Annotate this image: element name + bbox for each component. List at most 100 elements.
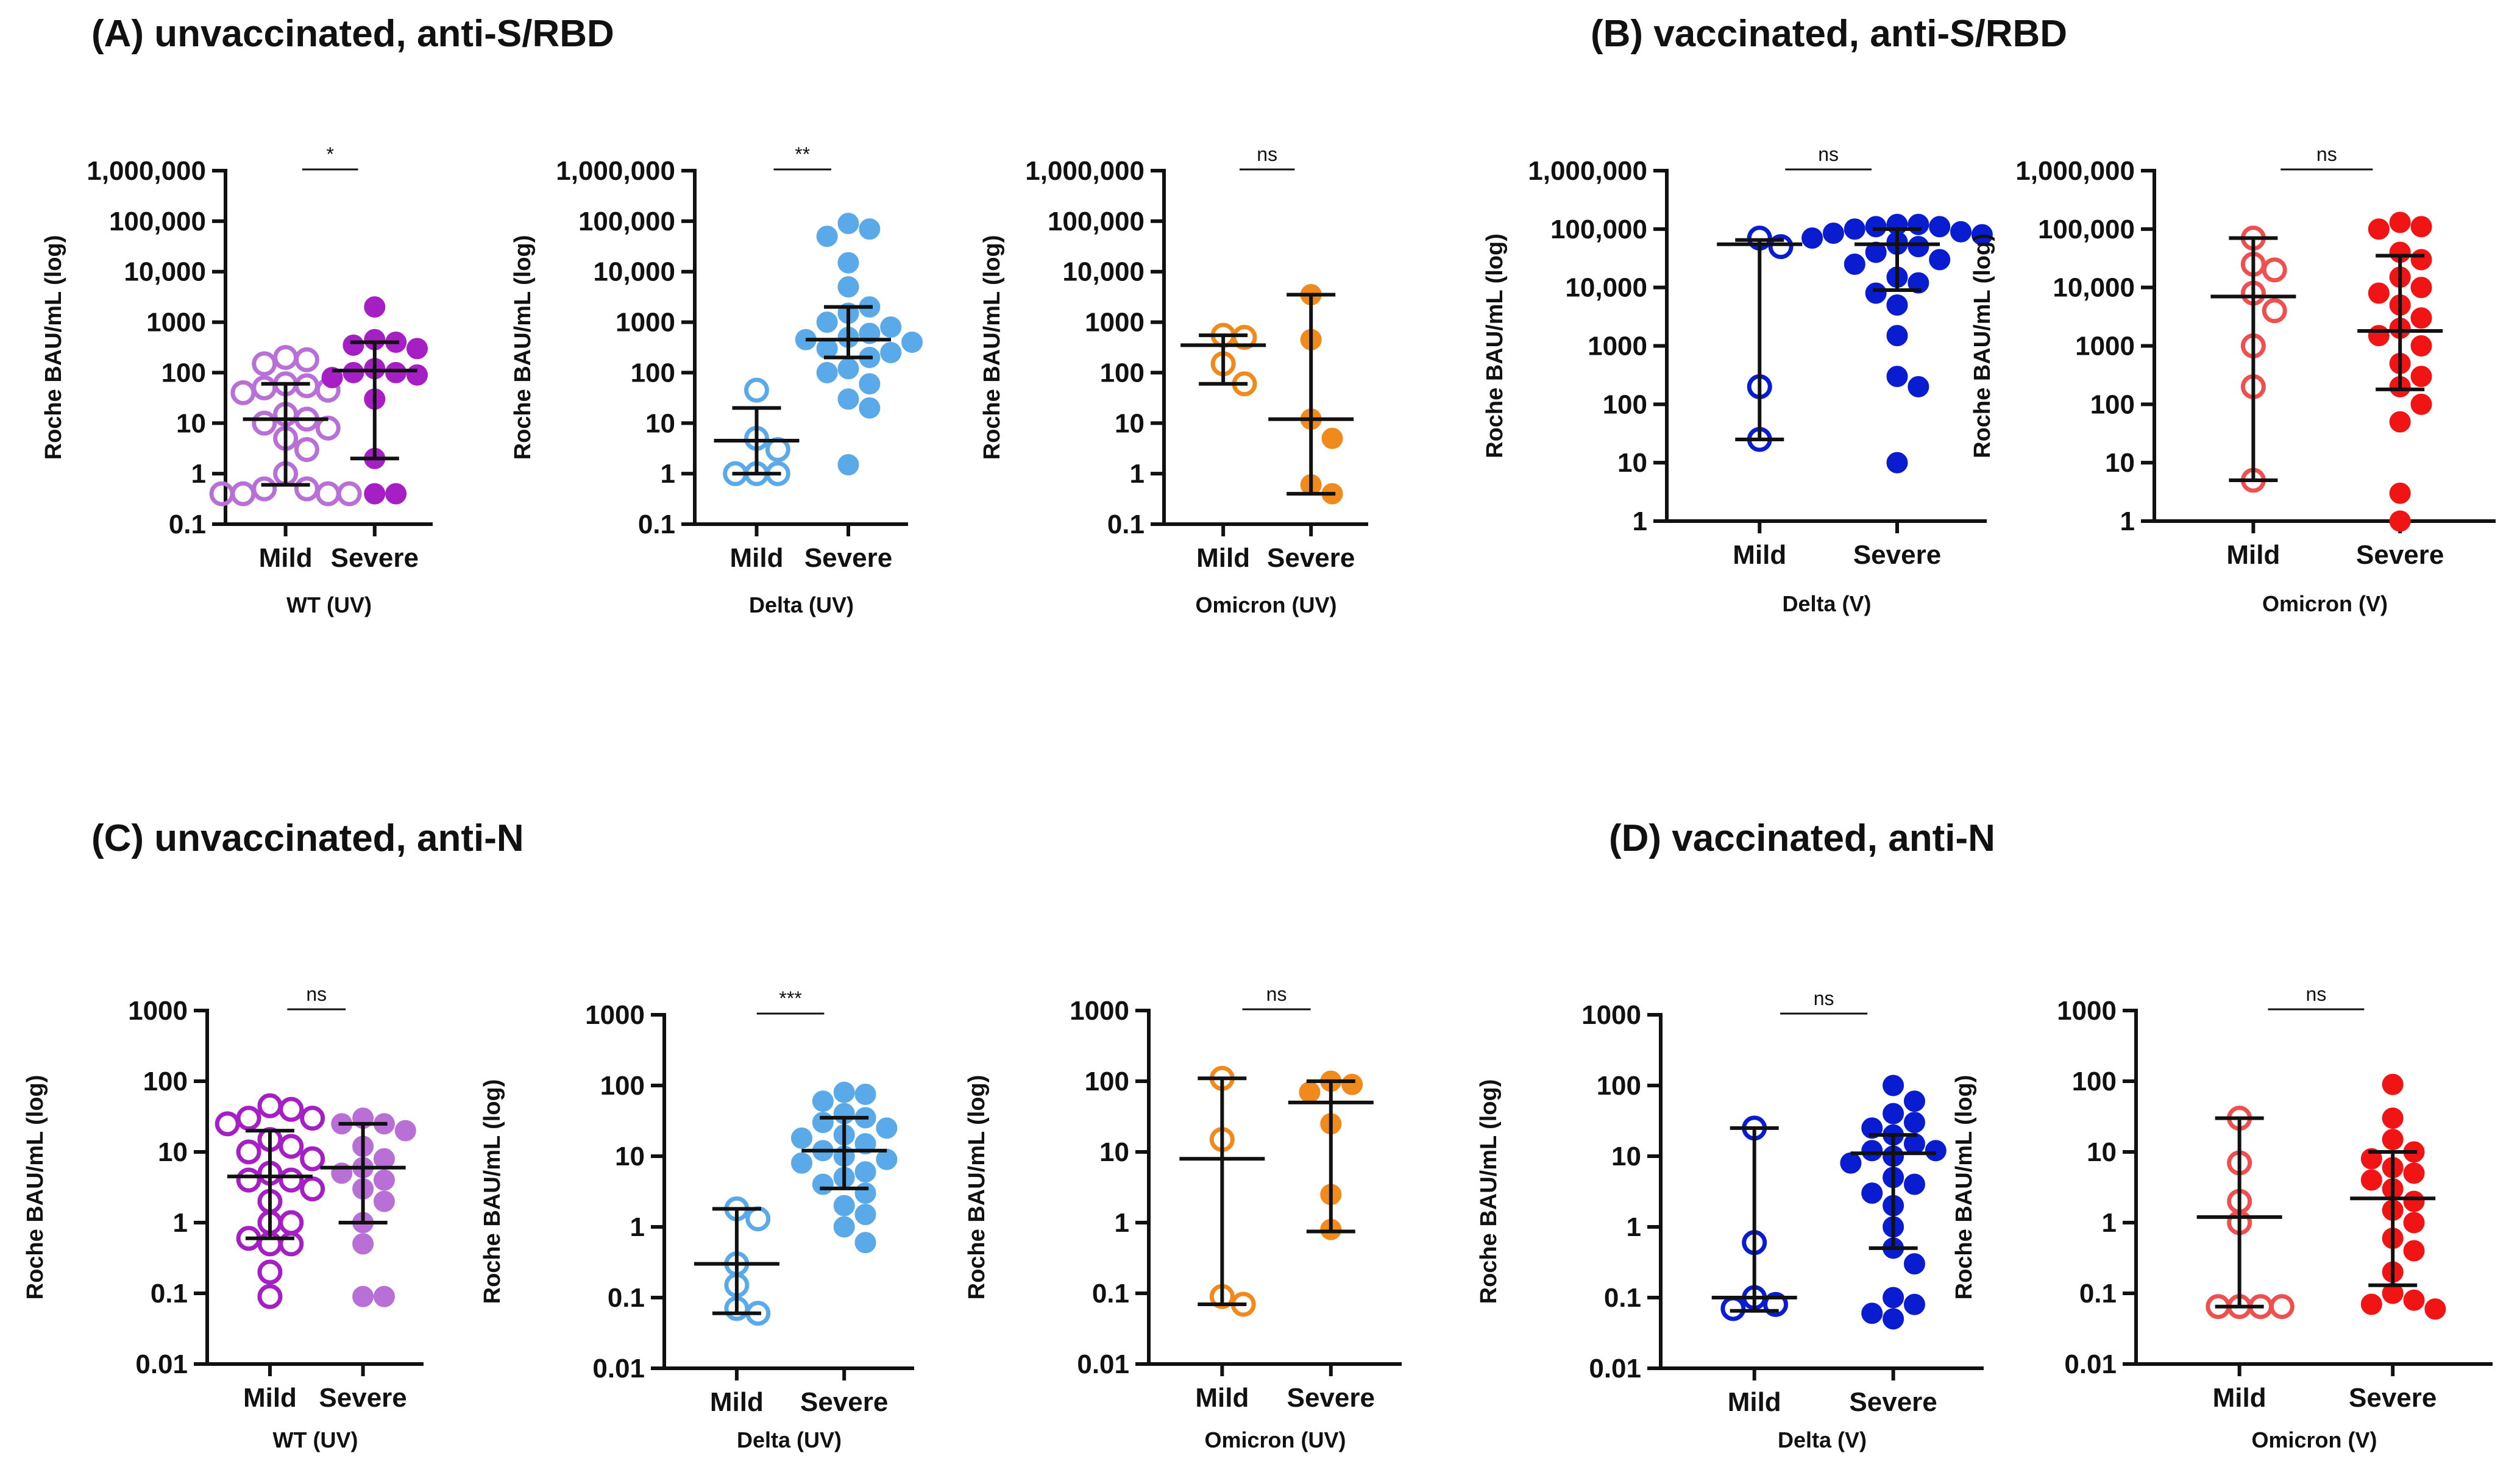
y-tick-label: 100 — [143, 1067, 188, 1096]
chart-D1: 0.01 0.1 1 10 100 1000 Roche BAU/mL (log) Mild S… — [1476, 987, 1984, 1452]
y-tick-label: 100,000 — [578, 207, 675, 236]
data-point — [2382, 1107, 2404, 1129]
y-tick-label: 100 — [1100, 358, 1145, 388]
series-mild — [2210, 226, 2296, 493]
data-point — [236, 1139, 261, 1165]
data-point — [812, 1112, 834, 1134]
data-point — [2262, 257, 2287, 283]
x-tick-label: Severe — [331, 543, 419, 573]
data-point — [336, 481, 362, 506]
data-point — [1232, 325, 1257, 350]
data-point — [1720, 1296, 1746, 1321]
panel-title-a: (A) unvaccinated, anti-S/RBD — [91, 13, 614, 55]
series-severe — [1288, 1070, 1374, 1240]
data-point — [2410, 216, 2432, 238]
significance-label: ns — [1266, 983, 1287, 1005]
chart-A1: 0.1 1 10 100 1000 10,000 100,000 1,000,000 Roche… — [41, 143, 433, 617]
y-tick-label: 10 — [158, 1137, 188, 1167]
y-tick-label: 1 — [2102, 1208, 2117, 1238]
data-point — [1925, 1140, 1947, 1162]
x-tick-label: Mild — [1733, 540, 1786, 570]
series-mild — [1179, 1065, 1265, 1317]
x-axis-title: Omicron (UV) — [1195, 592, 1336, 617]
y-axis-title: Roche BAU/mL (log) — [1970, 233, 1995, 458]
data-point — [2368, 282, 2390, 304]
data-point — [1321, 427, 1343, 449]
y-tick-label: 0.01 — [1589, 1354, 1641, 1384]
data-point — [294, 476, 319, 502]
y-tick-label: 1 — [661, 459, 675, 489]
data-point — [816, 226, 838, 247]
data-point — [854, 1182, 876, 1204]
significance-label: ns — [306, 983, 327, 1005]
data-point — [385, 361, 407, 383]
y-tick-label: 10,000 — [593, 257, 675, 287]
data-point — [1840, 1152, 1862, 1174]
y-tick-label: 0.01 — [2064, 1349, 2117, 1379]
data-point — [1763, 1291, 1789, 1317]
series-mild — [209, 344, 362, 506]
y-tick-label: 10 — [1617, 448, 1647, 478]
y-axis-title: Roche BAU/mL (log) — [510, 235, 536, 460]
data-point — [1883, 1103, 1904, 1124]
x-tick-label: Mild — [243, 1383, 297, 1413]
x-tick-label: Mild — [2226, 540, 2280, 570]
y-tick-label: 100,000 — [2038, 215, 2135, 244]
data-point — [257, 1259, 283, 1285]
data-point — [859, 218, 881, 240]
series-severe — [791, 1081, 898, 1254]
data-point — [279, 1210, 304, 1235]
y-tick-label: 0.01 — [1077, 1349, 1129, 1379]
y-axis-title: Roche BAU/mL (log) — [979, 235, 1005, 460]
y-axis-title: Roche BAU/mL (log) — [1951, 1075, 1977, 1300]
data-point — [1929, 249, 1951, 271]
data-point — [833, 1195, 855, 1217]
data-point — [880, 341, 902, 363]
chart-A2: 0.1 1 10 100 1000 10,000 100,000 1,000,000 Roche… — [510, 143, 923, 617]
data-point — [273, 344, 299, 370]
data-point — [209, 481, 235, 506]
data-point — [1341, 1073, 1363, 1095]
data-point — [2368, 218, 2390, 240]
data-point — [837, 388, 859, 410]
data-point — [854, 1204, 876, 1226]
x-tick-label: Mild — [730, 543, 784, 573]
x-tick-label: Severe — [800, 1387, 888, 1417]
data-point — [2382, 1073, 2404, 1095]
data-point — [1886, 366, 1908, 388]
series-severe — [1840, 1075, 1947, 1330]
data-point — [343, 334, 364, 356]
chart-C3: 0.01 0.1 1 10 100 1000 Roche BAU/mL (log) Mild S… — [964, 983, 1402, 1452]
data-point — [1903, 1112, 1925, 1134]
data-point — [2360, 1169, 2382, 1191]
data-point — [1903, 1090, 1925, 1112]
series-mild — [215, 1093, 325, 1309]
y-tick-label: 0.01 — [135, 1349, 188, 1379]
data-point — [2389, 411, 2411, 433]
significance-label: ns — [2306, 983, 2327, 1005]
y-tick-label: 1,000,000 — [2015, 156, 2135, 186]
y-tick-label: 1,000,000 — [87, 156, 206, 186]
data-point — [854, 1232, 876, 1254]
series-severe — [795, 213, 923, 476]
data-point — [294, 373, 319, 399]
y-tick-label: 1000 — [1581, 1000, 1641, 1030]
significance-label: ns — [2316, 143, 2337, 165]
data-point — [2403, 1212, 2425, 1234]
y-tick-label: 10 — [645, 408, 675, 438]
data-point — [252, 410, 277, 436]
data-point — [1865, 241, 1887, 263]
y-tick-label: 100 — [631, 358, 675, 388]
data-point — [364, 483, 386, 505]
data-point — [1768, 234, 1794, 260]
significance-label: ** — [795, 143, 810, 165]
data-point — [1844, 254, 1865, 275]
y-tick-label: 1000 — [1085, 308, 1145, 338]
data-point — [394, 1120, 416, 1142]
chart-A3: 0.1 1 10 100 1000 10,000 100,000 1,000,000 Roche… — [979, 143, 1368, 617]
data-point — [373, 1285, 395, 1307]
panel-title-c: (C) unvaccinated, anti-N — [91, 817, 524, 859]
y-tick-label: 1000 — [616, 308, 675, 338]
data-point — [252, 476, 277, 502]
y-tick-label: 1 — [630, 1212, 645, 1242]
